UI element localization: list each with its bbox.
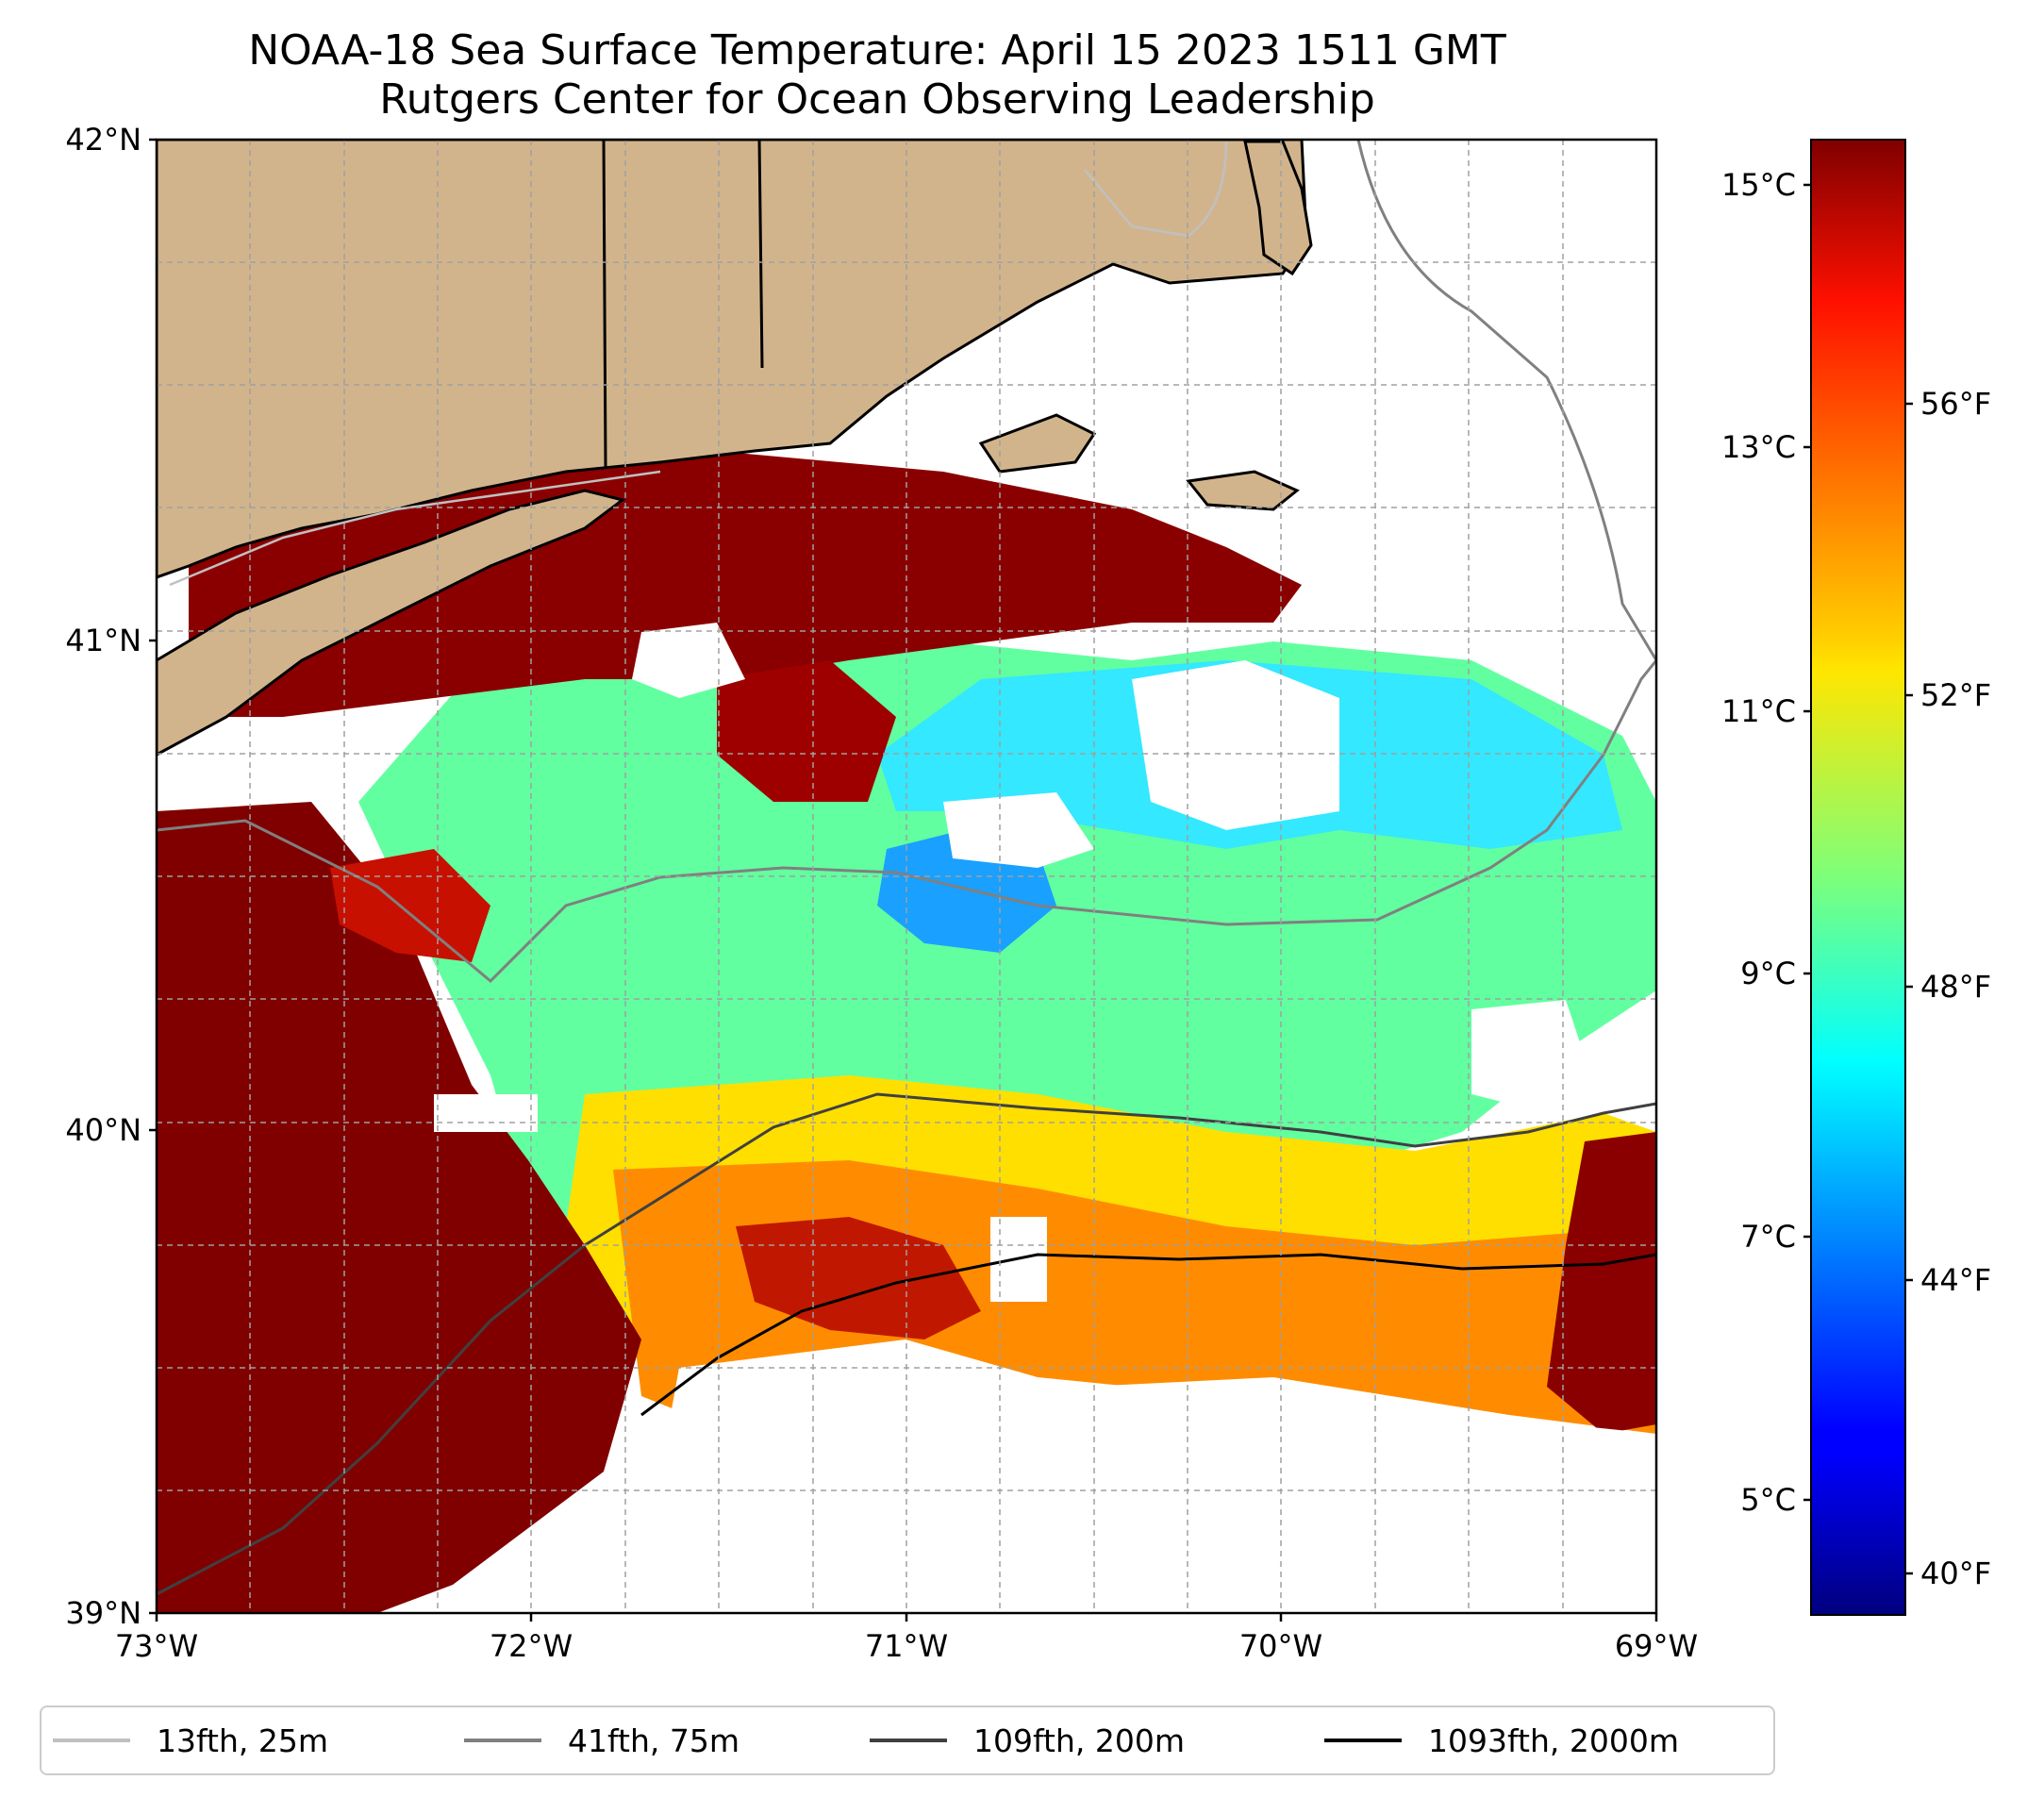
land-cape-cod: [1243, 140, 1313, 276]
contour-75m-north: [1356, 140, 1656, 661]
legend-label: 109fth, 200m: [973, 1722, 1185, 1759]
land-marthas-vineyard: [978, 413, 1097, 474]
colorbar-celsius-label: 7°C: [1740, 1219, 1796, 1255]
contour-75m: [157, 659, 1656, 984]
state-border: [602, 140, 607, 468]
map-subtitle: Rutgers Center for Ocean Observing Leade…: [379, 75, 1375, 124]
no-data-cloud-1: [632, 623, 745, 698]
legend-label: 13fth, 25m: [157, 1722, 328, 1759]
sst-warm-shelf: [717, 660, 896, 802]
colorbar-fahrenheit-label: 44°F: [1920, 1262, 1992, 1298]
sst-warm-southwest: [157, 802, 641, 1613]
x-tick-label: 73°W: [114, 1628, 199, 1664]
no-data-cloud-north: [943, 792, 1094, 868]
x-tick-label: 70°W: [1238, 1628, 1323, 1664]
map-area: [157, 140, 1656, 1613]
colorbar-fahrenheit-label: 56°F: [1920, 386, 1992, 422]
legend-item: 13fth, 25m: [53, 1707, 328, 1773]
x-tick-label: 69°W: [1614, 1628, 1699, 1664]
no-data-south: [660, 1339, 1656, 1613]
colorbar-celsius-label: 13°C: [1720, 429, 1796, 465]
sst-warm-southeast: [1547, 1132, 1656, 1434]
contour-25m: [169, 141, 1228, 587]
map-title: NOAA-18 Sea Surface Temperature: April 1…: [248, 26, 1506, 75]
contour-2000m: [640, 1253, 1656, 1417]
legend-item: 109fth, 200m: [870, 1707, 1185, 1773]
colorbar-fahrenheit-label: 48°F: [1920, 969, 1992, 1005]
y-tick-label: 41°N: [65, 623, 141, 658]
y-tick-label: 42°N: [65, 122, 141, 158]
contour-200m: [157, 1092, 1656, 1596]
state-border-2: [757, 140, 764, 369]
land-nantucket: [1186, 470, 1300, 511]
axis-ticks: [149, 138, 1658, 1622]
legend-label: 1093fth, 2000m: [1428, 1722, 1679, 1759]
legend-line-25m: [53, 1739, 130, 1742]
colorbar-fahrenheit-label: 40°F: [1920, 1556, 1992, 1591]
colorbar: [1810, 139, 1906, 1616]
x-tick-label: 72°W: [489, 1628, 573, 1664]
legend-line-200m: [870, 1739, 947, 1742]
sst-red-mix: [330, 849, 490, 962]
y-tick-label: 40°N: [65, 1112, 141, 1148]
colorbar-celsius-label: 15°C: [1720, 167, 1796, 203]
map-grid: [157, 140, 1656, 1613]
y-tick-label: 39°N: [65, 1595, 141, 1631]
no-data-cloud-3: [434, 1094, 538, 1132]
legend-label: 41fth, 75m: [568, 1722, 739, 1759]
sst-warm-coastal: [189, 453, 1302, 717]
legend-item: 1093fth, 2000m: [1324, 1707, 1679, 1773]
depth-contour-legend: 13fth, 25m 41fth, 75m 109fth, 200m 1093f…: [40, 1705, 1775, 1775]
land-new-england: [157, 140, 1308, 579]
legend-line-2000m: [1324, 1739, 1402, 1742]
sst-red-mix-2: [736, 1217, 981, 1339]
colorbar-celsius-label: 11°C: [1720, 693, 1796, 729]
land-long-island: [157, 489, 626, 757]
x-tick-label: 71°W: [864, 1628, 949, 1664]
legend-item: 41fth, 75m: [464, 1707, 739, 1773]
legend-line-75m: [464, 1739, 541, 1742]
no-data-cloud-east: [1132, 660, 1339, 830]
colorbar-celsius-label: 5°C: [1740, 1482, 1796, 1518]
colorbar-ticks: [1803, 183, 1913, 1575]
colorbar-celsius-label: 9°C: [1740, 956, 1796, 991]
colorbar-fahrenheit-label: 52°F: [1920, 677, 1992, 713]
